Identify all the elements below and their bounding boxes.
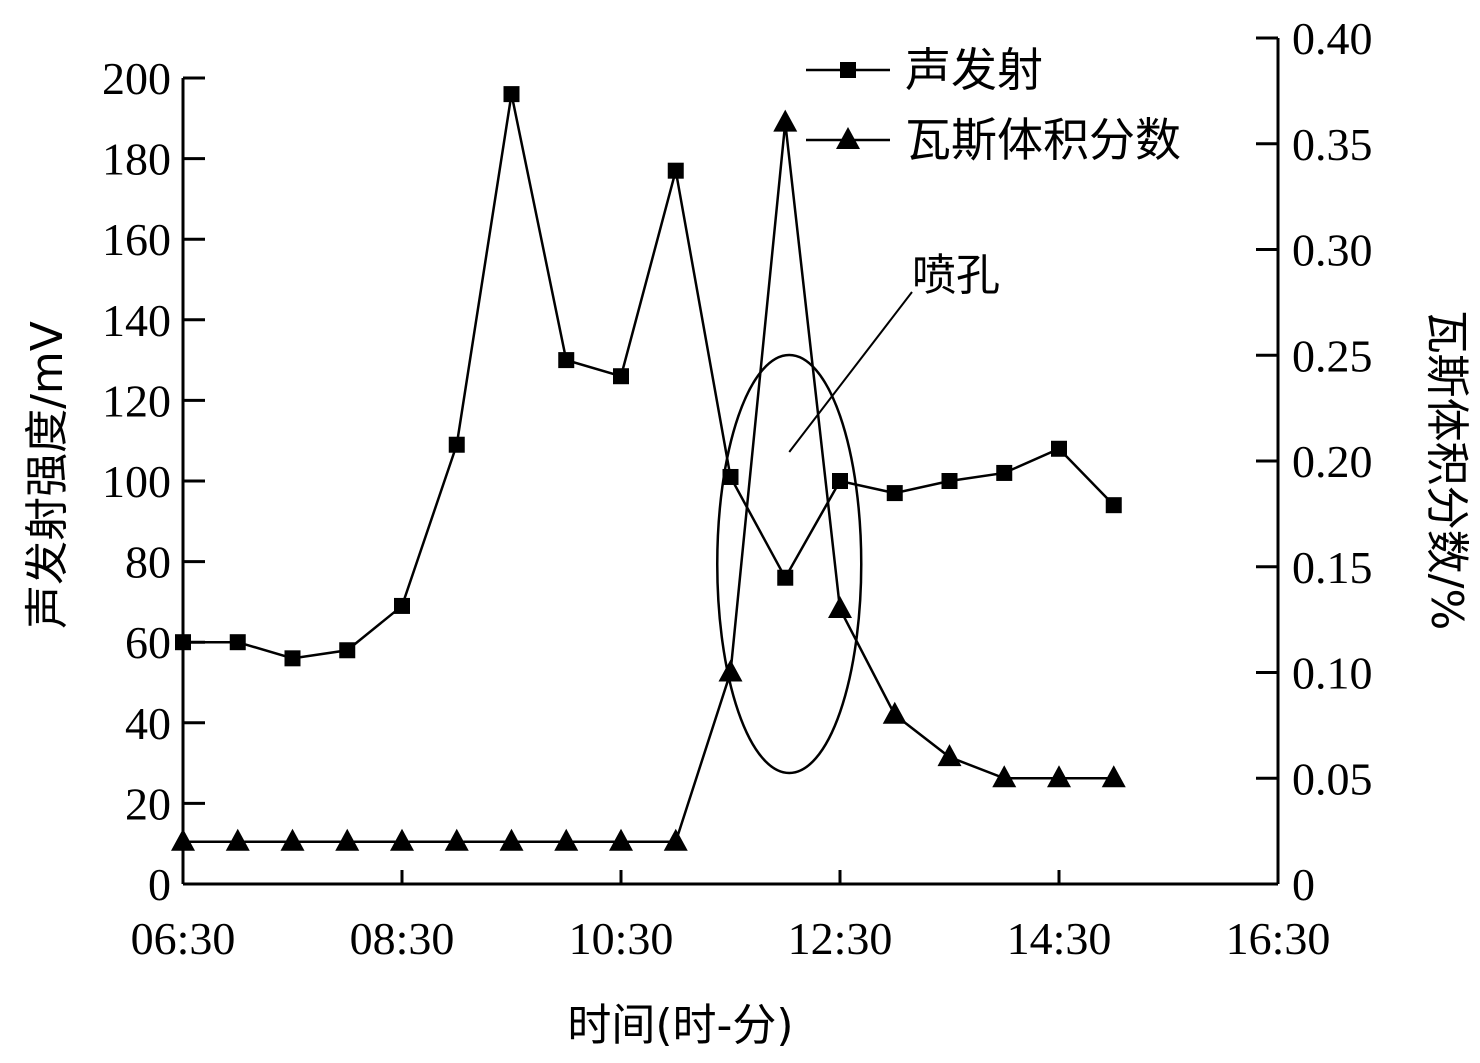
- right-y-tick-label: 0.05: [1292, 753, 1373, 804]
- data-point-triangle: [828, 596, 852, 619]
- data-point-square: [832, 473, 848, 489]
- x-tick-label: 16:30: [1226, 913, 1331, 964]
- data-point-triangle: [663, 828, 688, 851]
- right-y-tick-label: 0.25: [1292, 330, 1373, 381]
- data-point-triangle: [1047, 765, 1071, 788]
- data-point-square: [339, 642, 356, 659]
- data-point-square: [613, 368, 629, 385]
- x-tick-label: 14:30: [1007, 913, 1112, 964]
- left-y-tick-label: 40: [125, 698, 171, 749]
- left-y-tick-label: 80: [125, 537, 171, 588]
- data-point-square: [1051, 440, 1067, 457]
- data-point-triangle: [390, 828, 414, 851]
- left-y-tick-label: 20: [125, 778, 171, 829]
- right-y-tick-label: 0.20: [1292, 436, 1373, 487]
- left-y-tick-label: 120: [102, 375, 171, 426]
- x-tick-label: 06:30: [131, 913, 236, 964]
- axes-layer: 06:30 08:30 10:30 12:30 14:30 16:300204060801…: [22, 13, 1472, 1051]
- right-y-axis-title: 瓦斯体积分数/%: [1421, 310, 1472, 631]
- right-y-tick-label: 0.15: [1292, 542, 1373, 593]
- left-y-tick-label: 200: [102, 53, 171, 104]
- data-point-square: [886, 485, 903, 502]
- data-point-square: [394, 597, 410, 614]
- x-tick-label: 08:30: [350, 913, 455, 964]
- annotation-leader-line: [788, 291, 913, 453]
- data-point-square: [777, 569, 794, 586]
- data-point-triangle: [992, 765, 1017, 788]
- annotation-layer: 喷孔: [716, 250, 1000, 775]
- data-point-triangle: [609, 828, 633, 851]
- legend-marker-triangle: [836, 127, 860, 149]
- right-y-tick-label: 0.10: [1292, 648, 1373, 699]
- left-y-tick-label: 100: [102, 456, 171, 507]
- series-acoustic-emission: [175, 86, 1122, 667]
- data-point-triangle: [773, 109, 798, 132]
- left-y-tick-label: 180: [102, 134, 171, 185]
- data-point-square: [996, 464, 1013, 481]
- right-y-tick-label: 0: [1292, 859, 1315, 910]
- data-point-triangle: [554, 828, 579, 851]
- data-point-square: [284, 650, 301, 667]
- data-point-triangle: [335, 828, 360, 851]
- right-y-tick-label: 0.30: [1292, 225, 1373, 276]
- left-y-axis-title: 声发射强度/mV: [22, 321, 73, 629]
- data-point-triangle: [718, 659, 743, 682]
- series-line: [183, 93, 1115, 660]
- x-tick-label: 10:30: [569, 913, 674, 964]
- annotation-label: 喷孔: [912, 250, 1000, 301]
- data-point-triangle: [499, 828, 524, 851]
- data-point-square: [503, 86, 520, 103]
- legend-label: 瓦斯体积分数: [905, 113, 1181, 167]
- left-y-tick-label: 160: [102, 214, 171, 265]
- data-point-square: [558, 352, 575, 369]
- legend-label: 声发射: [905, 43, 1043, 97]
- legend-marker-square: [840, 62, 856, 78]
- data-point-square: [229, 634, 246, 651]
- data-point-triangle: [882, 701, 907, 724]
- data-point-triangle: [444, 828, 469, 851]
- right-y-tick-label: 0.35: [1292, 119, 1373, 170]
- data-point-square: [941, 473, 958, 489]
- data-point-square: [722, 468, 739, 485]
- series-gas-fraction: [171, 109, 1126, 851]
- series-line: [183, 122, 1114, 843]
- x-tick-label: 12:30: [788, 913, 893, 964]
- data-point-square: [1105, 497, 1122, 514]
- data-point-square: [175, 634, 191, 651]
- left-y-tick-label: 0: [148, 859, 171, 910]
- annotation-ellipse: [716, 353, 863, 775]
- data-point-triangle: [1101, 765, 1126, 788]
- left-y-tick-label: 60: [125, 617, 171, 668]
- right-y-tick-label: 0.40: [1292, 13, 1373, 64]
- data-point-square: [448, 436, 465, 453]
- series-layer: [171, 86, 1126, 851]
- x-axis-title: 时间(时-分): [567, 1000, 793, 1051]
- data-point-square: [667, 162, 684, 179]
- data-point-triangle: [225, 828, 250, 851]
- data-point-triangle: [280, 828, 305, 851]
- data-point-triangle: [937, 744, 962, 767]
- data-point-triangle: [171, 828, 195, 851]
- left-y-tick-label: 140: [102, 295, 171, 346]
